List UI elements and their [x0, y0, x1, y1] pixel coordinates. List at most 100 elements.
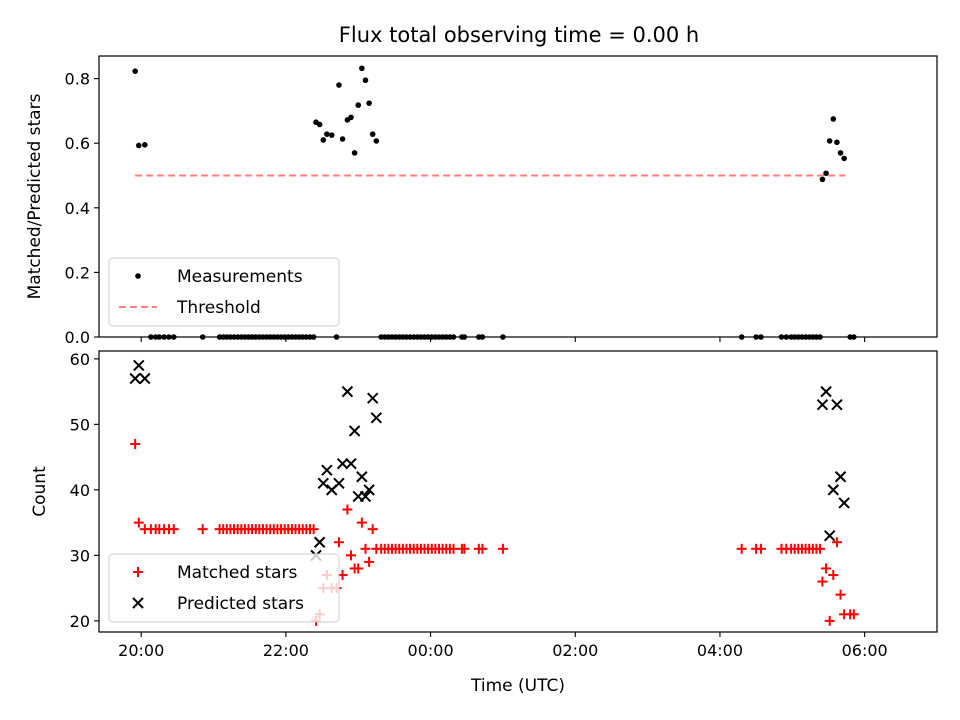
legend-measurements-marker: [135, 273, 141, 279]
measurement-point: [132, 68, 138, 74]
predicted-marker-b: [370, 412, 383, 424]
predicted-marker-b: [348, 425, 361, 437]
legend-predicted-marker: [132, 597, 144, 609]
x-tick-label: 20:00: [118, 641, 164, 660]
predicted-star-point: [816, 399, 829, 411]
measurement-point: [366, 100, 372, 106]
predicted-marker-b: [317, 477, 329, 490]
measurement-point: [837, 150, 844, 156]
predicted-star-point: [366, 392, 379, 404]
predicted-marker-b: [313, 536, 326, 548]
predicted-star-point: [838, 497, 850, 509]
predicted-marker-b: [363, 484, 375, 496]
measurement-point: [369, 131, 376, 137]
predicted-star-point: [336, 457, 349, 470]
predicted-marker-b: [129, 372, 141, 385]
measurement-point: [316, 121, 323, 128]
matched-star-point: [342, 504, 353, 515]
y-tick-label: 0.4: [65, 199, 90, 218]
matched-star-point: [817, 576, 828, 587]
bottom-y-axis-label: Count: [30, 466, 50, 517]
matched-star-point: [353, 563, 364, 574]
legend-threshold-label: Threshold: [176, 298, 261, 318]
matched-star-point: [448, 543, 459, 554]
measurement-point: [819, 176, 826, 183]
y-tick-label: 0.6: [65, 134, 90, 153]
x-tick-label: 00:00: [408, 641, 454, 660]
predicted-marker-b: [366, 392, 379, 404]
predicted-star-point: [359, 490, 372, 503]
top-legend-box: [108, 257, 340, 327]
matched-star-point: [360, 543, 371, 554]
matched-star-point: [130, 439, 141, 450]
matched-star-point: [346, 550, 357, 561]
predicted-star-point: [345, 457, 357, 470]
matched-star-point: [821, 563, 832, 574]
y-tick-label: 50: [70, 415, 90, 434]
predicted-marker-b: [341, 385, 354, 398]
y-tick-label: 0.2: [65, 263, 90, 282]
predicted-star-point: [827, 484, 840, 496]
measurement-point: [351, 150, 358, 156]
measurement-point: [336, 82, 342, 88]
measurement-point: [135, 142, 142, 149]
matched-star-point: [828, 570, 839, 581]
matched-star-point: [497, 543, 508, 554]
predicted-marker-b: [820, 385, 832, 398]
predicted-marker-b: [823, 530, 836, 542]
matched-star-point: [367, 524, 378, 535]
predicted-star-point: [333, 477, 345, 490]
x-axis-label: Time (UTC): [470, 676, 565, 696]
measurement-point: [359, 65, 365, 72]
predicted-star-point: [139, 372, 151, 385]
bottom-axes-frame: [98, 350, 938, 633]
measurement-point: [362, 77, 369, 84]
predicted-star-point: [341, 385, 354, 398]
predicted-marker-b: [356, 471, 368, 483]
matched-star-point: [168, 524, 179, 535]
matched-star-point: [736, 543, 747, 554]
top-axes: 0.00.20.40.60.8 Matched/Predicted stars …: [25, 55, 938, 347]
measurement-point: [355, 102, 362, 108]
measurement-point: [841, 155, 847, 162]
y-tick-label: 0.0: [65, 328, 90, 347]
predicted-marker-b: [336, 457, 349, 470]
predicted-marker-b: [831, 399, 843, 411]
legend-measurements-label: Measurements: [177, 267, 303, 287]
predicted-star-point: [363, 484, 375, 496]
y-tick-label: 20: [70, 612, 90, 631]
predicted-marker-b: [321, 464, 333, 476]
y-tick-label: 40: [70, 481, 90, 500]
measurement-point: [324, 131, 330, 137]
matched-star-point: [831, 537, 842, 548]
matched-star-point: [364, 556, 375, 567]
predicted-star-point: [834, 471, 847, 483]
matched-star-point: [835, 589, 846, 600]
predicted-star-point: [370, 412, 383, 424]
legend-matched-marker: [133, 567, 143, 577]
measurement-point: [320, 137, 327, 143]
measurement-point: [834, 139, 840, 146]
measurement-point: [823, 170, 829, 177]
bottom-axes: 20 30 40 50 60 20:00 22:00 00:00 02:00 04:00 06:00…: [30, 350, 938, 696]
predicted-marker-b: [838, 497, 850, 509]
x-tick-label: 02:00: [552, 641, 598, 660]
matched-star-point: [459, 543, 470, 554]
matched-star-point: [848, 609, 859, 620]
predicted-star-point: [313, 536, 326, 548]
matched-star-point: [333, 537, 344, 548]
predicted-star-point: [133, 359, 145, 372]
predicted-star-point: [317, 477, 329, 490]
matched-star-point: [755, 543, 766, 554]
top-legend: Measurements Threshold: [108, 257, 340, 327]
x-tick-label: 04:00: [697, 641, 743, 660]
predicted-marker-b: [827, 484, 840, 496]
bottom-legend: Matched stars Predicted stars: [108, 553, 340, 623]
x-tick-label: 06:00: [842, 641, 888, 660]
predicted-star-point: [321, 464, 333, 476]
matched-star-point: [308, 524, 319, 535]
measurement-point: [373, 138, 380, 144]
matched-star-point: [477, 543, 488, 554]
y-tick-label: 60: [70, 350, 90, 369]
